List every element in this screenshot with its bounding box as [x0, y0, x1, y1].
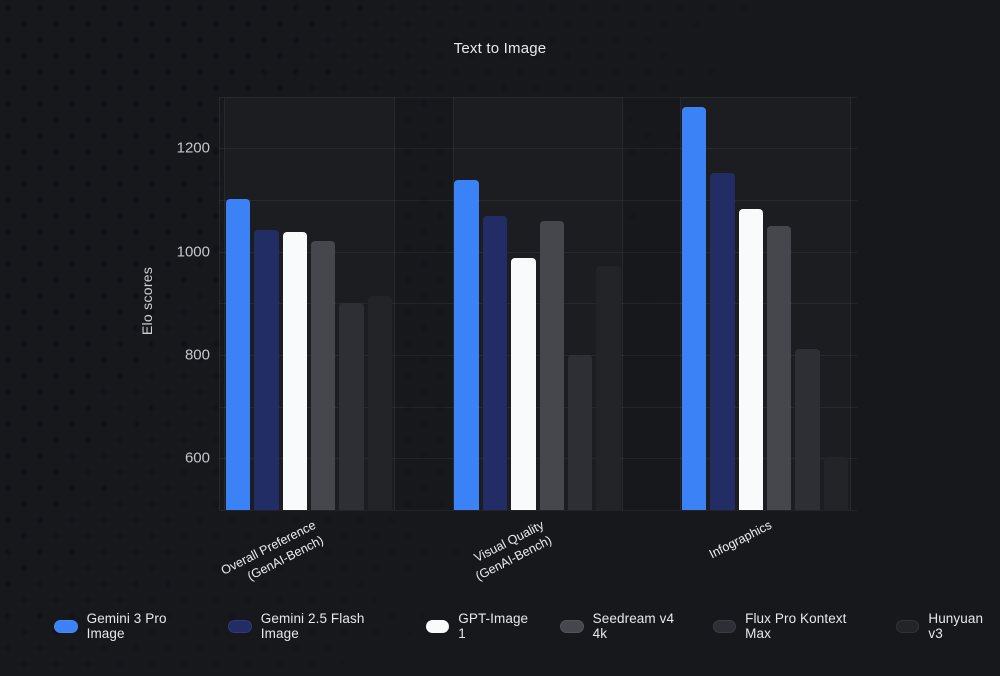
legend-swatch-icon	[560, 619, 584, 633]
bar-gemini-3-pro-image	[454, 180, 479, 510]
bar-flux-pro-kontext-max	[339, 303, 364, 510]
bar-gemini-3-pro-image	[225, 198, 251, 510]
gridline	[219, 303, 857, 305]
bar-seedream-v4-4k	[539, 220, 564, 510]
gridline	[219, 96, 857, 98]
legend-swatch-icon	[712, 619, 737, 633]
legend-label: Gemini 2.5 Flash Image	[260, 611, 365, 641]
bar-seedream-v4-4k	[766, 225, 792, 510]
bar-hunyuan-v3	[823, 457, 849, 510]
bar-flux-pro-kontext-max	[567, 355, 593, 510]
gridline	[219, 406, 857, 408]
gridline	[219, 355, 857, 356]
bar-gemini-3-pro-image	[681, 107, 707, 510]
category-band	[452, 96, 624, 510]
y-tick-label: 1000	[176, 243, 210, 261]
legend-item-gpt-image-1[interactable]: GPT-Image 1	[425, 611, 538, 641]
legend-label: GPT-Image 1	[458, 611, 529, 641]
chart-title: Text to Image	[453, 40, 547, 57]
legend-swatch-icon	[228, 619, 252, 633]
y-axis-line	[218, 96, 220, 510]
y-tick-label: 600	[184, 449, 210, 467]
legend-swatch-icon	[895, 619, 920, 633]
legend-swatch-icon	[425, 619, 450, 633]
legend-item-seedream-v4-4k[interactable]: Seedream v4 4k	[560, 611, 690, 641]
bar-gpt-image-1	[511, 257, 536, 510]
gridline	[219, 458, 857, 460]
gridline	[219, 251, 857, 253]
y-tick-label: 800	[184, 346, 210, 364]
legend-item-gemini-3-pro-image[interactable]: Gemini 3 Pro Image	[54, 611, 206, 641]
category-label: Overall Preference (GenAI-Bench)	[218, 517, 326, 584]
bar-hunyuan-v3	[367, 295, 393, 510]
gridline	[219, 510, 857, 511]
y-tick-label: 1200	[176, 139, 210, 157]
legend-label: Gemini 3 Pro Image	[86, 611, 167, 641]
category-label: Visual Quality (GenAI-Bench)	[472, 517, 555, 584]
bar-gemini-2-5-flash-image	[710, 173, 735, 510]
bar-gemini-2-5-flash-image	[482, 215, 508, 510]
category-label: Infographics	[706, 517, 774, 562]
bar-seedream-v4-4k	[310, 240, 336, 510]
legend-item-gemini-2-5-flash-image[interactable]: Gemini 2.5 Flash Image	[228, 611, 403, 641]
bar-gpt-image-1	[282, 232, 307, 510]
gridline	[219, 200, 857, 202]
legend-label: Seedream v4 4k	[592, 611, 675, 641]
legend-label: Hunyuan v3	[928, 611, 984, 641]
y-axis-title: Elo scores	[139, 266, 155, 336]
legend: Gemini 3 Pro Image Gemini 2.5 Flash Image…	[54, 611, 1000, 641]
category-band	[224, 96, 395, 510]
bar-gpt-image-1	[738, 209, 763, 510]
legend-item-flux-pro-kontext-max[interactable]: Flux Pro Kontext Max	[712, 611, 874, 641]
category-band	[680, 96, 851, 510]
bar-hunyuan-v3	[596, 266, 621, 510]
legend-label: Flux Pro Kontext Max	[745, 611, 847, 641]
bar-gemini-2-5-flash-image	[254, 229, 279, 510]
bar-flux-pro-kontext-max	[795, 349, 820, 510]
legend-swatch-icon	[54, 619, 78, 633]
gridline	[219, 148, 857, 150]
legend-item-hunyuan-v3[interactable]: Hunyuan v3	[895, 611, 1000, 641]
